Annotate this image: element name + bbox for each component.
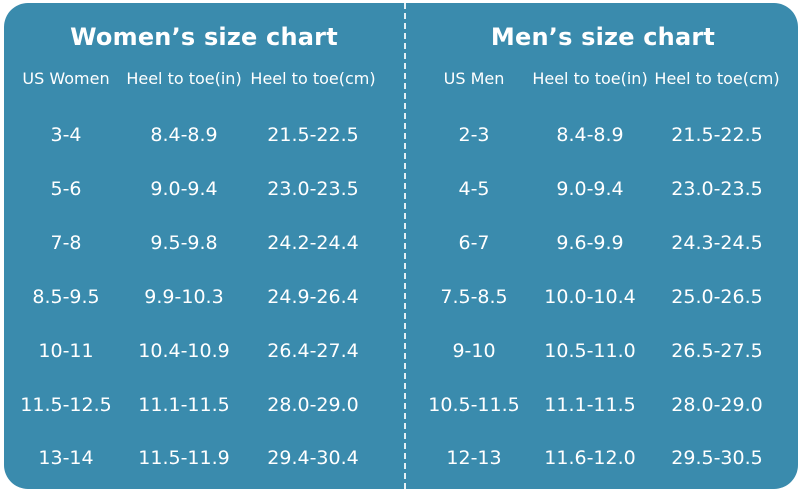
cell-cm: 28.0-29.0 <box>671 394 763 416</box>
cell-size: 8.5-9.5 <box>32 286 100 308</box>
cell-inches: 9.0-9.4 <box>150 178 218 200</box>
cell-size: 13-14 <box>38 447 94 469</box>
cell-cm: 23.0-23.5 <box>671 178 763 200</box>
cell-inches: 8.4-8.9 <box>556 124 624 146</box>
cell-inches: 11.1-11.5 <box>544 394 636 416</box>
cell-inches: 10.5-11.0 <box>544 340 636 362</box>
cell-size: 5-6 <box>50 178 82 200</box>
cell-inches: 11.6-12.0 <box>544 447 636 469</box>
cell-size: 9-10 <box>452 340 496 362</box>
cell-inches: 9.6-9.9 <box>556 232 624 254</box>
column-header-size: US Men <box>443 69 505 88</box>
cell-size: 2-3 <box>458 124 490 146</box>
cell-inches: 9.0-9.4 <box>556 178 624 200</box>
cell-inches: 9.5-9.8 <box>150 232 218 254</box>
column-header-size: US Women <box>22 69 110 88</box>
column-header-inches: Heel to toe(in) <box>532 69 648 88</box>
cell-size: 7-8 <box>50 232 82 254</box>
cell-cm: 26.4-27.4 <box>267 340 359 362</box>
cell-cm: 26.5-27.5 <box>671 340 763 362</box>
cell-size: 11.5-12.5 <box>20 394 112 416</box>
cell-inches: 9.9-10.3 <box>144 286 224 308</box>
column-header-cm: Heel to toe(cm) <box>654 69 780 88</box>
cell-size: 12-13 <box>446 447 502 469</box>
cell-inches: 11.5-11.9 <box>138 447 230 469</box>
cell-inches: 10.4-10.9 <box>138 340 230 362</box>
cell-cm: 21.5-22.5 <box>267 124 359 146</box>
dashed-divider <box>404 3 406 489</box>
cell-size: 6-7 <box>458 232 490 254</box>
cell-cm: 24.3-24.5 <box>671 232 763 254</box>
cell-inches: 10.0-10.4 <box>544 286 636 308</box>
cell-size: 10-11 <box>38 340 94 362</box>
cell-size: 3-4 <box>50 124 82 146</box>
mens-size-chart: Men’s size chart US Men Heel to toe(in) He… <box>408 3 798 489</box>
womens-size-chart: Women’s size chart US Women Heel to toe(i… <box>4 3 404 489</box>
cell-cm: 29.5-30.5 <box>671 447 763 469</box>
cell-cm: 24.9-26.4 <box>267 286 359 308</box>
size-chart-card: Women’s size chart US Women Heel to toe(i… <box>4 3 798 489</box>
cell-cm: 21.5-22.5 <box>671 124 763 146</box>
mens-chart-title: Men’s size chart <box>490 23 716 51</box>
column-header-cm: Heel to toe(cm) <box>250 69 376 88</box>
cell-size: 7.5-8.5 <box>440 286 508 308</box>
cell-cm: 25.0-26.5 <box>671 286 763 308</box>
cell-inches: 8.4-8.9 <box>150 124 218 146</box>
cell-cm: 23.0-23.5 <box>267 178 359 200</box>
womens-chart-title: Women’s size chart <box>70 23 338 51</box>
column-header-inches: Heel to toe(in) <box>126 69 242 88</box>
cell-size: 10.5-11.5 <box>428 394 520 416</box>
cell-cm: 24.2-24.4 <box>267 232 359 254</box>
cell-cm: 29.4-30.4 <box>267 447 359 469</box>
cell-inches: 11.1-11.5 <box>138 394 230 416</box>
cell-cm: 28.0-29.0 <box>267 394 359 416</box>
cell-size: 4-5 <box>458 178 490 200</box>
